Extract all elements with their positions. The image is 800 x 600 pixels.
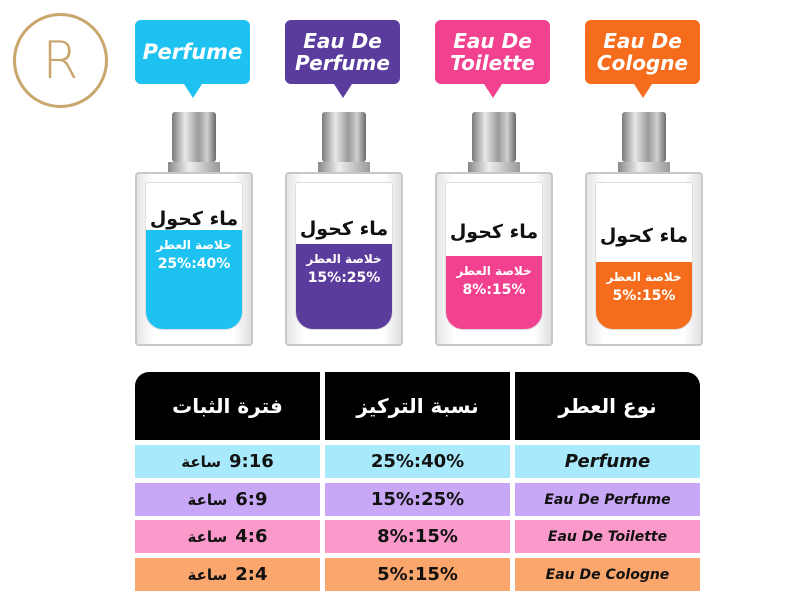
perfume-bottle: ماء كحول خلاصة العطر 25%:40% [135,112,253,346]
bottle-glass: ماء كحول خلاصة العطر 5%:15% [585,172,703,346]
bottle-neck [168,162,220,174]
essence-label: خلاصة العطر [456,264,532,278]
duration-value: 9:16 [228,451,274,472]
type-label-bubble: Eau De Cologne [585,20,700,98]
alcohol-label: ماء كحول [449,221,539,243]
perfume-bottle: ماء كحول خلاصة العطر 8%:15% [435,112,553,346]
table-cell-type: Eau De Perfume [515,483,700,516]
table-header: نوع العطر [515,372,700,440]
essence-liquid: خلاصة العطر 8%:15% [446,256,542,329]
table-header: فترة الثبات [135,372,320,440]
essence-percent: 5%:15% [612,287,676,304]
essence-liquid: خلاصة العطر 15%:25% [296,244,392,329]
logo-letter: R [42,30,79,91]
bottle-neck [318,162,370,174]
table-cell-duration: ساعة 2:4 [135,558,320,591]
duration-unit: ساعة [187,527,228,546]
table-cell-type: Eau De Cologne [515,558,700,591]
type-label-bubble: Perfume [135,20,250,98]
bottle-glass: ماء كحول خلاصة العطر 8%:15% [435,172,553,346]
essence-label: خلاصة العطر [606,269,682,284]
alcohol-label: ماء كحول [299,218,389,240]
table-cell-concentration: 25%:40% [325,445,510,478]
perfume-bottle: ماء كحول خلاصة العطر 5%:15% [585,112,703,346]
essence-liquid: خلاصة العطر 5%:15% [596,261,692,329]
bottle-glass: ماء كحول خلاصة العطر 15%:25% [285,172,403,346]
table-cell-duration: ساعة 6:9 [135,483,320,516]
essence-label: خلاصة العطر [306,252,382,267]
bottle-cap [622,112,666,162]
duration-value: 4:6 [235,526,268,547]
bottle-neck [618,162,670,174]
table-cell-type: Perfume [515,445,700,478]
perfume-bottle: ماء كحول خلاصة العطر 15%:25% [285,112,403,346]
table-header: نسبة التركيز [325,372,510,440]
duration-unit: ساعة [181,452,221,471]
essence-percent: 8%:15% [462,282,526,298]
duration-unit: ساعة [187,565,228,584]
duration-unit: ساعة [187,490,228,509]
table-cell-concentration: 8%:15% [325,520,510,553]
bottle-cap [172,112,216,162]
brand-logo: R [13,13,108,108]
table-cell-type: Eau De Toilette [515,520,700,553]
table-cell-concentration: 5%:15% [325,558,510,591]
bottle-neck [468,162,520,174]
essence-percent: 25%:40% [157,255,231,272]
table-cell-duration: ساعة 9:16 [135,445,320,478]
type-label-bubble: Eau De Perfume [285,20,400,98]
duration-value: 2:4 [235,564,268,585]
essence-percent: 15%:25% [307,270,381,287]
table-cell-concentration: 15%:25% [325,483,510,516]
duration-value: 6:9 [235,489,268,510]
table-cell-duration: ساعة 4:6 [135,520,320,553]
bottle-cap [472,112,516,162]
alcohol-label: ماء كحول [149,208,239,230]
bottle-glass: ماء كحول خلاصة العطر 25%:40% [135,172,253,346]
alcohol-label: ماء كحول [599,225,689,247]
bottle-cap [322,112,366,162]
essence-label: خلاصة العطر [156,237,232,252]
type-label-bubble: Eau De Toilette [435,20,550,98]
essence-liquid: خلاصة العطر 25%:40% [146,229,242,329]
